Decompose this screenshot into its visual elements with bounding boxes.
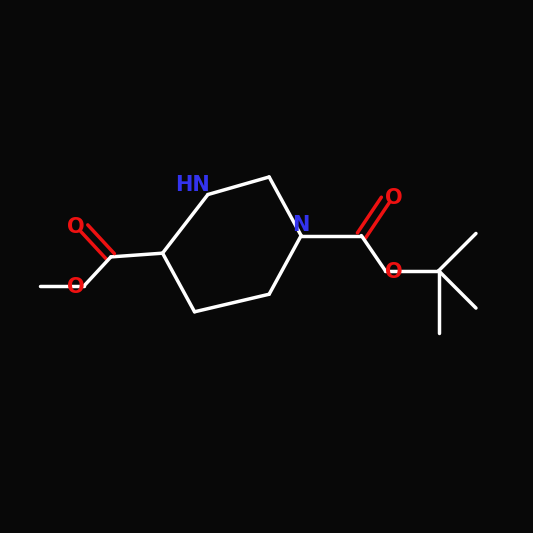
Text: O: O <box>67 277 85 297</box>
Text: O: O <box>385 188 403 208</box>
Text: O: O <box>385 262 403 282</box>
Text: N: N <box>293 215 310 235</box>
Text: HN: HN <box>175 175 211 195</box>
Text: O: O <box>67 216 85 237</box>
